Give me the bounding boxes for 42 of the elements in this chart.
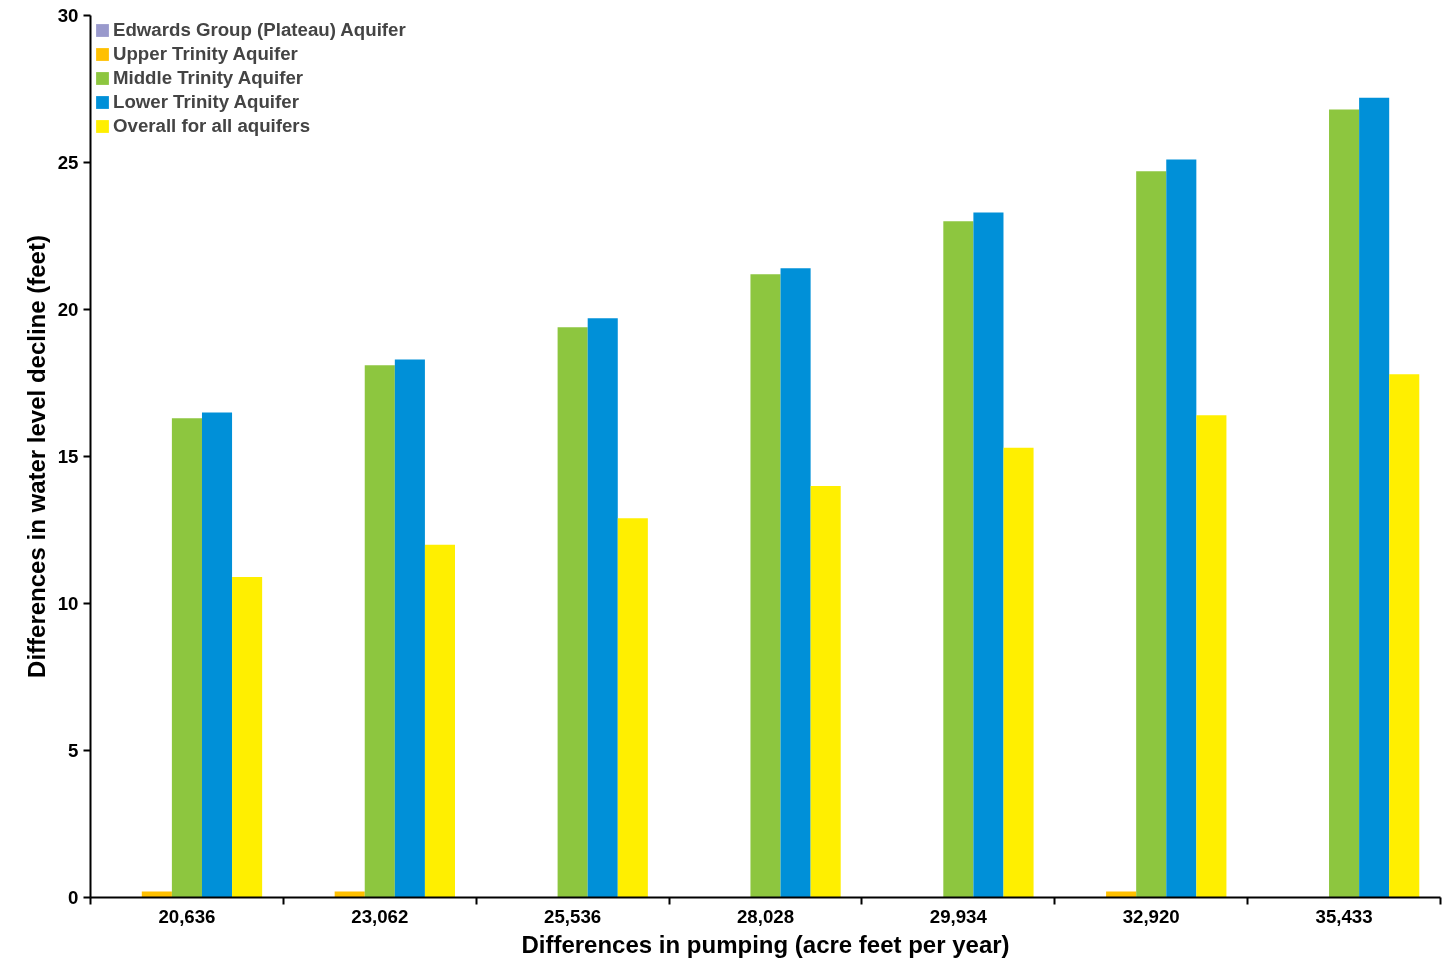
x-tick-label: 25,536 [544, 905, 602, 927]
bar [587, 318, 618, 898]
x-tick-label: 32,920 [1122, 905, 1180, 927]
bar [750, 274, 781, 898]
y-tick-label: 20 [57, 299, 79, 320]
bar [1166, 159, 1197, 898]
bar [943, 221, 974, 898]
bar [1389, 374, 1420, 898]
y-axis-title: Differences in water level decline (feet) [22, 235, 50, 678]
bar [1359, 97, 1390, 898]
bar [1329, 109, 1360, 898]
y-tick-label: 0 [68, 887, 79, 908]
bar [364, 365, 395, 898]
bar [171, 418, 202, 898]
legend-label: Upper Trinity Aquifer [113, 43, 298, 65]
y-tick-label: 10 [57, 593, 79, 614]
legend-label: Middle Trinity Aquifer [113, 67, 304, 89]
bar [1003, 447, 1034, 898]
bar [232, 577, 263, 898]
legend-label: Overall for all aquifers [113, 115, 311, 137]
bar [557, 327, 588, 898]
y-tick-label: 15 [57, 446, 79, 467]
bar [201, 412, 233, 898]
legend-label: Edwards Group (Plateau) Aquifer [113, 19, 406, 41]
x-tick-label: 20,636 [158, 905, 216, 927]
bar [1196, 415, 1227, 898]
y-tick-label: 25 [57, 152, 79, 173]
bar [394, 359, 425, 898]
y-tick-label: 5 [68, 740, 79, 761]
x-axis-title: Differences in pumping (acre feet per year) [521, 930, 1010, 958]
legend-label: Lower Trinity Aquifer [113, 91, 299, 113]
x-tick-label: 28,028 [736, 905, 795, 927]
y-tick-label: 30 [57, 5, 79, 26]
bar [973, 212, 1004, 898]
bar [810, 485, 841, 898]
x-tick-label: 29,934 [929, 905, 988, 927]
x-tick-label: 23,062 [351, 905, 409, 927]
x-tick-label: 35,433 [1315, 905, 1373, 927]
bar [1136, 171, 1167, 898]
bar [424, 544, 455, 898]
bar [617, 518, 648, 898]
bar [780, 268, 811, 898]
